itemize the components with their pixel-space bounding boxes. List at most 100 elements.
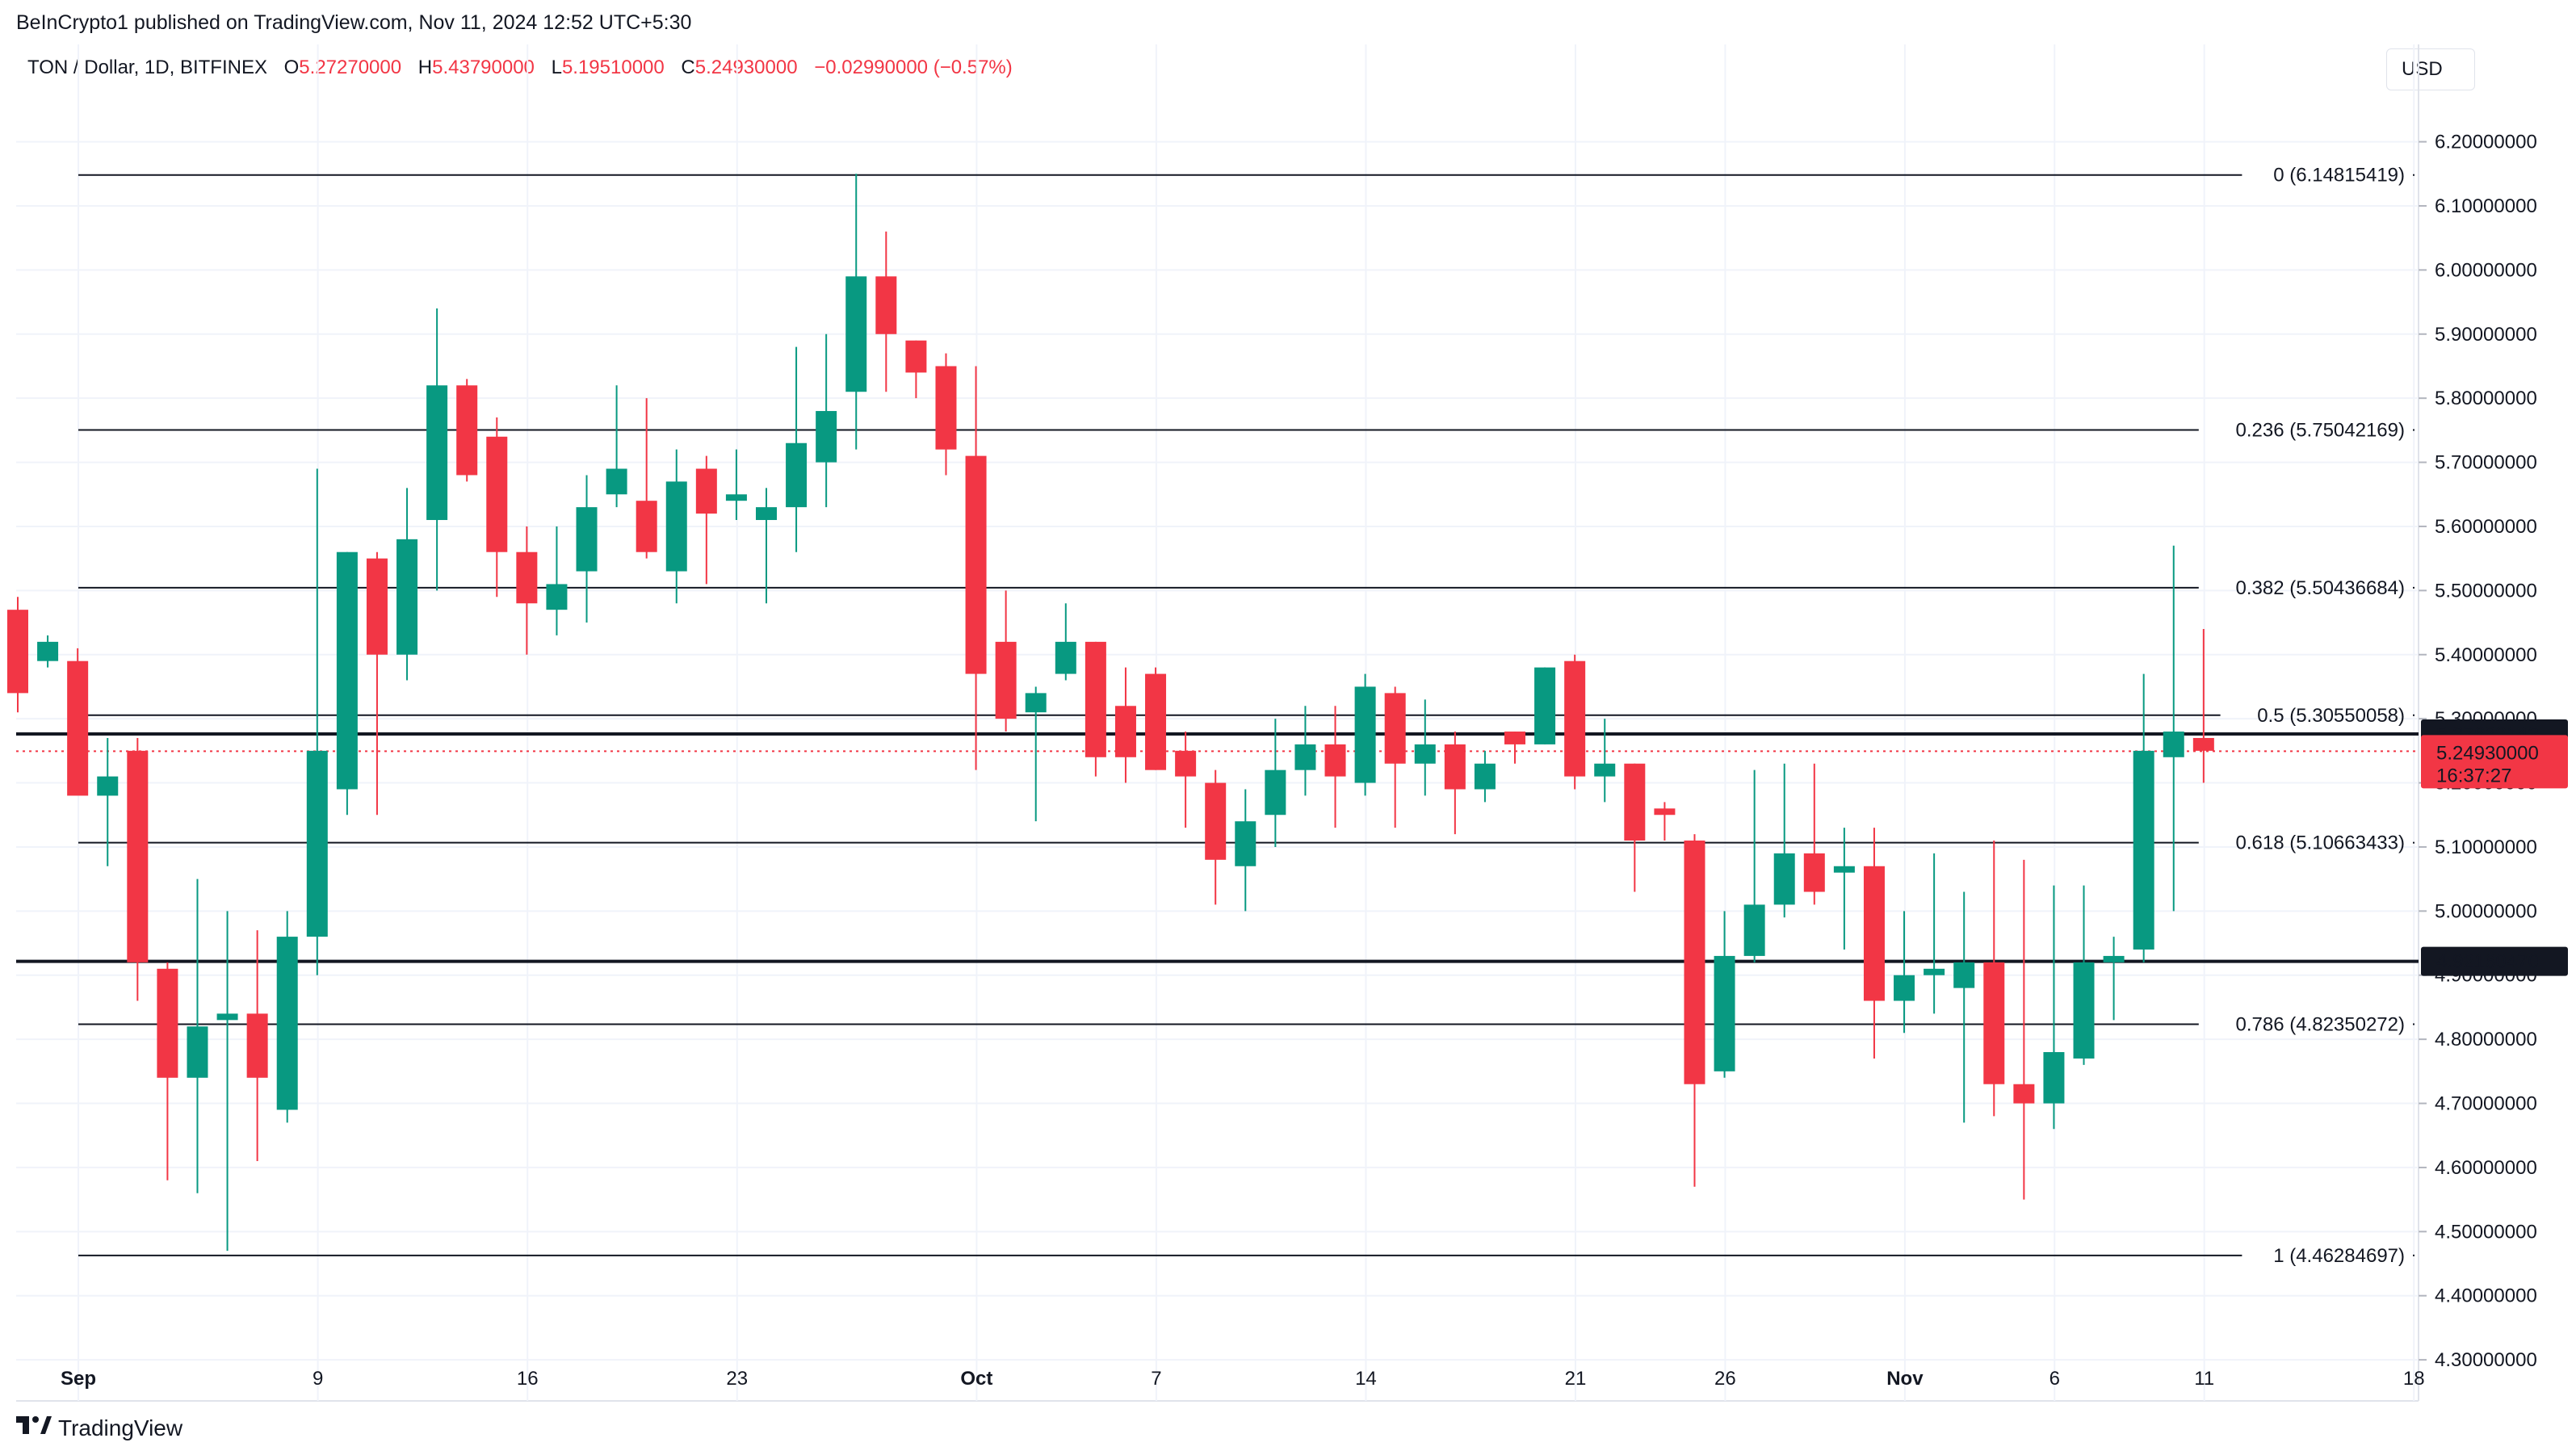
time-tick-label: Oct (960, 1368, 992, 1390)
candle (1235, 789, 1257, 912)
open-value: 5.27270000 (299, 57, 402, 78)
candle (1714, 911, 1735, 1078)
time-tick-label: Nov (1886, 1368, 1924, 1390)
candle (1863, 828, 1885, 1059)
candle (127, 737, 149, 1001)
line-price-tag (2421, 946, 2568, 976)
price-axis[interactable]: 6.20000000 6.10000000 6.00000000 5.90000000… (2419, 132, 2537, 1372)
candle-body (695, 468, 717, 514)
candle-body (1983, 962, 2005, 1084)
candle-body (576, 507, 598, 572)
price-tick-label: 6.10000000 (2435, 195, 2537, 217)
candle (157, 962, 178, 1180)
candle-body (1114, 706, 1136, 757)
candle-body (1594, 763, 1616, 777)
candle-body (1773, 853, 1795, 905)
candle (516, 526, 538, 655)
candle-body (7, 610, 28, 694)
candle-body (1384, 693, 1406, 764)
fib-level-label: 1 (4.46284697) (2273, 1245, 2405, 1267)
price-tick-label: 5.00000000 (2435, 900, 2537, 922)
fib-level-label: 0.236 (5.75042169) (2235, 420, 2405, 442)
candle-body (1743, 904, 1765, 956)
candle-body (366, 558, 388, 655)
candle-body (1654, 808, 1676, 816)
candle-body (276, 937, 298, 1110)
candle (1684, 834, 1705, 1187)
candle (1384, 686, 1406, 828)
candle-body (875, 276, 897, 334)
candle-body (396, 539, 418, 655)
bar-countdown-label: 16:37:27 (2436, 765, 2511, 786)
candle-body (1863, 866, 1885, 1001)
candle (1743, 769, 1765, 962)
currency-button[interactable]: USD (2386, 48, 2475, 90)
price-tick-label: 6.00000000 (2435, 259, 2537, 281)
candle-body (246, 1013, 268, 1078)
candle (1294, 706, 1316, 796)
candle-body (1474, 763, 1496, 790)
candle-body (1833, 866, 1855, 873)
candle (816, 333, 837, 508)
price-tick-label: 4.60000000 (2435, 1157, 2537, 1179)
candle-body (1055, 641, 1076, 674)
fib-level-label: 0 (6.14815419) (2273, 165, 2405, 187)
candle-body (2163, 732, 2184, 757)
candle (1773, 763, 1795, 918)
candle-body (1145, 673, 1167, 770)
time-tick-label: Sep (61, 1368, 96, 1390)
chart-grid (16, 44, 2419, 1402)
low-value: 5.19510000 (561, 57, 665, 78)
time-tick-label: 7 (1151, 1368, 1161, 1390)
candle (786, 346, 808, 552)
candle-body (1803, 853, 1825, 892)
candle-body (1085, 641, 1106, 757)
candle-body (127, 750, 149, 962)
candle (306, 468, 328, 975)
candle (636, 398, 657, 559)
candle-body (1265, 769, 1286, 816)
candle (7, 597, 28, 713)
brand-name: TradingView (58, 1415, 183, 1440)
candle (1474, 750, 1496, 803)
candle-body (1235, 821, 1257, 866)
candle-body (456, 385, 478, 476)
fib-level-label: 0.786 (4.82350272) (2235, 1013, 2405, 1035)
candle (37, 635, 59, 668)
current-price-tag (2421, 735, 2568, 789)
candle-body (1534, 667, 1556, 744)
high-value: 5.43790000 (432, 57, 535, 78)
publisher-line: BeInCrypto1 published on TradingView.com… (16, 11, 692, 34)
candle-body (786, 442, 808, 508)
candle-body (905, 340, 927, 373)
candle (336, 551, 358, 816)
candle-body (2103, 955, 2125, 962)
candle (1534, 667, 1556, 744)
candle-body (665, 481, 687, 572)
candle (1504, 732, 1525, 764)
candle (1983, 841, 2005, 1117)
candle (756, 488, 777, 604)
candle (2043, 885, 2065, 1130)
candle (67, 648, 89, 796)
time-tick-label: 16 (517, 1368, 539, 1390)
candle-body (965, 455, 987, 674)
close-label: C (681, 57, 695, 78)
candle-body (845, 276, 867, 392)
tradingview-brand: TradingView (16, 1415, 183, 1442)
candle (2073, 885, 2095, 1065)
change-value: −0.02990000 (−0.57%) (814, 57, 1013, 78)
candle-body (636, 501, 657, 552)
candle (845, 174, 867, 450)
candle-body (1894, 975, 1915, 1001)
candle-body (816, 411, 837, 463)
candle (905, 340, 927, 399)
candle-body (1025, 693, 1047, 713)
candles (7, 174, 2214, 1252)
time-tick-label: 21 (1565, 1368, 1587, 1390)
candle-body (2043, 1052, 2065, 1104)
time-tick-label: 18 (2403, 1368, 2425, 1390)
candle (1803, 763, 1825, 905)
candle (1025, 686, 1047, 822)
